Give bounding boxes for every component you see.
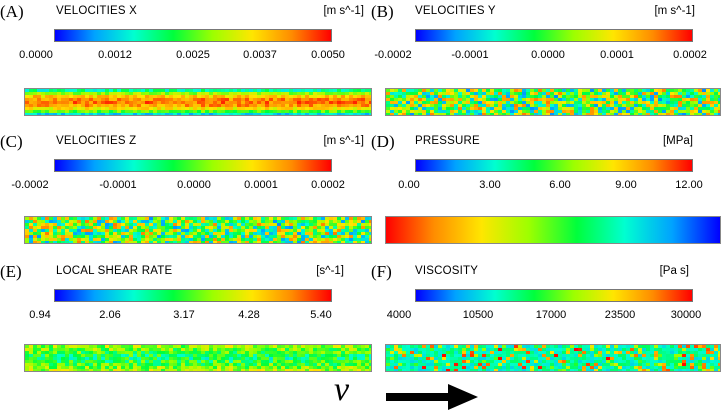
tick-label: 10500 (462, 309, 494, 321)
tick-label: -0.0001 (99, 179, 137, 191)
tick-label: 0.0000 (177, 179, 211, 191)
field-strip (24, 88, 372, 116)
colorbar (415, 289, 693, 302)
flow-direction-arrow-icon (386, 384, 478, 410)
tick-label: 2.06 (99, 309, 121, 321)
colorbar (54, 289, 332, 302)
panel-title: VELOCITIES Y (415, 5, 496, 17)
pressure-gradient (386, 217, 720, 243)
tick-label: 0.94 (29, 309, 51, 321)
panel-letter: (A) (0, 2, 24, 21)
tick-label: 0.0002 (311, 179, 345, 191)
panel-velocities-x: (A) VELOCITIES X [m s^-1] 0.0000 0.0012 … (0, 2, 372, 130)
tick-label: 0.00 (398, 179, 420, 191)
tick-label: 3.00 (479, 179, 501, 191)
field-strip (24, 216, 372, 244)
panel-title: VISCOSITY (415, 265, 479, 277)
tick-label: -0.0001 (451, 49, 489, 61)
tick-label: 0.0000 (531, 49, 565, 61)
tick-label: 0.0050 (311, 49, 345, 61)
tick-label: 0.0025 (176, 49, 210, 61)
panel-letter: (C) (0, 132, 23, 151)
field-strip (385, 88, 721, 116)
tick-label: 4.28 (238, 309, 260, 321)
panel-title: VELOCITIES X (56, 5, 138, 17)
tick-label: 0.0002 (673, 49, 707, 61)
panel-title: PRESSURE (415, 135, 480, 147)
panel-velocities-y: (B) VELOCITIES Y [m s^-1] -0.0002 -0.000… (371, 2, 723, 130)
field-strip (24, 344, 372, 372)
panel-title: VELOCITIES Z (56, 135, 137, 147)
panel-unit: [m s^-1] (323, 5, 364, 17)
tick-label: 0.0012 (98, 49, 132, 61)
tick-label: 0.0001 (244, 179, 278, 191)
tick-label: 30000 (670, 309, 702, 321)
tick-label: 9.00 (615, 179, 637, 191)
tick-label: 6.00 (549, 179, 571, 191)
panel-unit: [s^-1] (316, 265, 344, 277)
tick-label: 23500 (604, 309, 636, 321)
colorbar (415, 159, 693, 172)
colorbar (415, 29, 693, 42)
tick-label: 3.17 (173, 309, 195, 321)
tick-label: -0.0002 (11, 179, 49, 191)
panel-letter: (D) (371, 132, 395, 151)
tick-label: 4000 (386, 309, 412, 321)
panel-unit: [m s^-1] (654, 5, 695, 17)
panel-viscosity: (F) VISCOSITY [Pa s] 4000 10500 17000 23… (371, 262, 723, 390)
panel-unit: [MPa] (662, 135, 693, 147)
tick-label: 0.0037 (243, 49, 277, 61)
tick-label: 0.0001 (600, 49, 634, 61)
panel-title: LOCAL SHEAR RATE (56, 265, 173, 277)
flow-velocity-symbol: ν (334, 371, 350, 408)
colorbar (54, 159, 332, 172)
tick-label: 12.00 (675, 179, 703, 191)
tick-label: 5.40 (310, 309, 332, 321)
field-strip (385, 216, 721, 244)
tick-label: 17000 (535, 309, 567, 321)
colorbar (54, 29, 332, 42)
panel-local-shear-rate: (E) LOCAL SHEAR RATE [s^-1] 0.94 2.06 3.… (0, 262, 372, 390)
tick-label: -0.0002 (374, 49, 412, 61)
panel-letter: (B) (371, 2, 394, 21)
panel-pressure: (D) PRESSURE [MPa] 0.00 3.00 6.00 9.00 1… (371, 132, 723, 260)
field-strip (385, 344, 721, 372)
panel-letter: (F) (371, 262, 392, 281)
panel-letter: (E) (0, 262, 22, 281)
panel-unit: [Pa s] (659, 265, 689, 277)
tick-label: 0.0000 (19, 49, 53, 61)
panel-unit: [m s^-1] (323, 135, 364, 147)
panel-velocities-z: (C) VELOCITIES Z [m s^-1] -0.0002 -0.000… (0, 132, 372, 260)
